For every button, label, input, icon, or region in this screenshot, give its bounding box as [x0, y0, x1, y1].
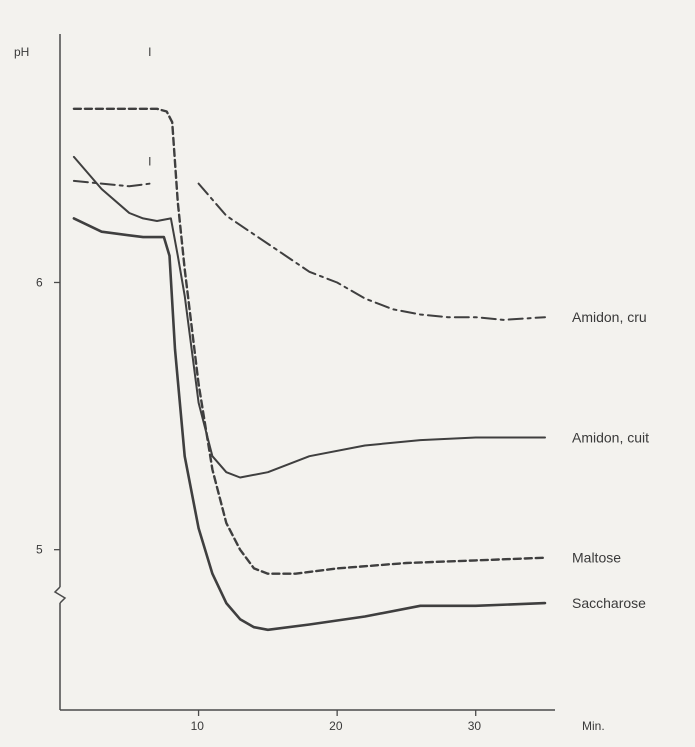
marker-glyph: I [148, 45, 151, 59]
y-tick-label: 5 [36, 543, 43, 557]
series-label-saccharose: Saccharose [572, 595, 646, 611]
x-tick-label: 20 [329, 719, 343, 733]
series-line-maltose [72, 107, 547, 575]
x-axis-title: Min. [582, 719, 605, 733]
y-axis-break [53, 586, 67, 604]
series-lines [72, 107, 547, 632]
series-label-maltose: Maltose [572, 550, 621, 566]
series-label-amidon-cru: Amidon, cru [572, 309, 647, 325]
series-label-amidon-cuit: Amidon, cuit [572, 429, 649, 445]
y-tick-label: 6 [36, 275, 43, 289]
series-labels: Amidon, cru Amidon, cuit Maltose Saccharose… [148, 45, 649, 611]
x-tick-label: 10 [191, 719, 205, 733]
series-line-amidon-cru [197, 182, 546, 321]
axes: 5 6 10 20 30 pH Min. [14, 34, 605, 733]
x-tick-label: 30 [468, 719, 482, 733]
series-line-unnamed-4 [72, 179, 152, 188]
y-axis-title: pH [14, 45, 29, 59]
series-line-saccharose [72, 217, 547, 632]
marker-glyph: I [148, 155, 151, 169]
